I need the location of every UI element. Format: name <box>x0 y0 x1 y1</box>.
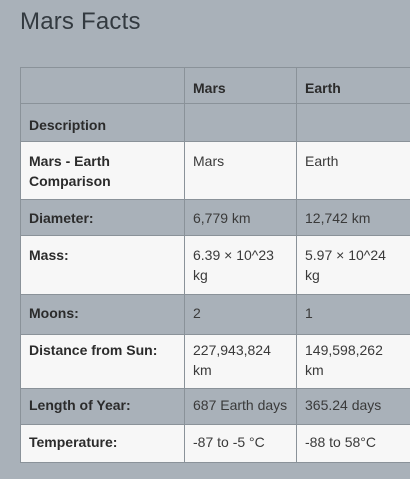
table-row: Mass: 6.39 × 10^23 kg 5.97 × 10^24 kg <box>20 235 410 295</box>
table-row: Description <box>20 103 410 142</box>
earth-value: 12,742 km <box>296 199 410 236</box>
earth-value: Earth <box>296 141 410 200</box>
earth-value <box>296 103 410 142</box>
row-label: Moons: <box>20 294 185 335</box>
row-label: Description <box>20 103 185 142</box>
mars-value: 227,943,824 km <box>184 334 297 389</box>
earth-value: 365.24 days <box>296 388 410 425</box>
header-cell-blank <box>20 67 185 104</box>
earth-value: -88 to 58°C <box>296 424 410 463</box>
mars-value: 6.39 × 10^23 kg <box>184 235 297 295</box>
page-title: Mars Facts <box>20 8 141 35</box>
table-row: Temperature: -87 to -5 °C -88 to 58°C <box>20 424 410 463</box>
mars-value: 6,779 km <box>184 199 297 236</box>
row-label: Diameter: <box>20 199 185 236</box>
header-cell-mars: Mars <box>184 67 297 104</box>
table-row: Length of Year: 687 Earth days 365.24 da… <box>20 388 410 425</box>
mars-value: 2 <box>184 294 297 335</box>
row-label: Temperature: <box>20 424 185 463</box>
table-row: Moons: 2 1 <box>20 294 410 335</box>
table-row: Diameter: 6,779 km 12,742 km <box>20 199 410 236</box>
mars-earth-facts-table: Mars Earth Description Mars - Earth Comp… <box>20 67 410 463</box>
row-label: Mars - Earth Comparison <box>20 141 185 200</box>
row-label: Length of Year: <box>20 388 185 425</box>
table-row: Mars - Earth Comparison Mars Earth <box>20 141 410 200</box>
row-label: Distance from Sun: <box>20 334 185 389</box>
table-row: Distance from Sun: 227,943,824 km 149,59… <box>20 334 410 389</box>
mars-value <box>184 103 297 142</box>
earth-value: 5.97 × 10^24 kg <box>296 235 410 295</box>
mars-value: 687 Earth days <box>184 388 297 425</box>
header-cell-earth: Earth <box>296 67 410 104</box>
mars-value: -87 to -5 °C <box>184 424 297 463</box>
table-header-row: Mars Earth <box>20 67 410 104</box>
mars-value: Mars <box>184 141 297 200</box>
earth-value: 149,598,262 km <box>296 334 410 389</box>
row-label: Mass: <box>20 235 185 295</box>
earth-value: 1 <box>296 294 410 335</box>
